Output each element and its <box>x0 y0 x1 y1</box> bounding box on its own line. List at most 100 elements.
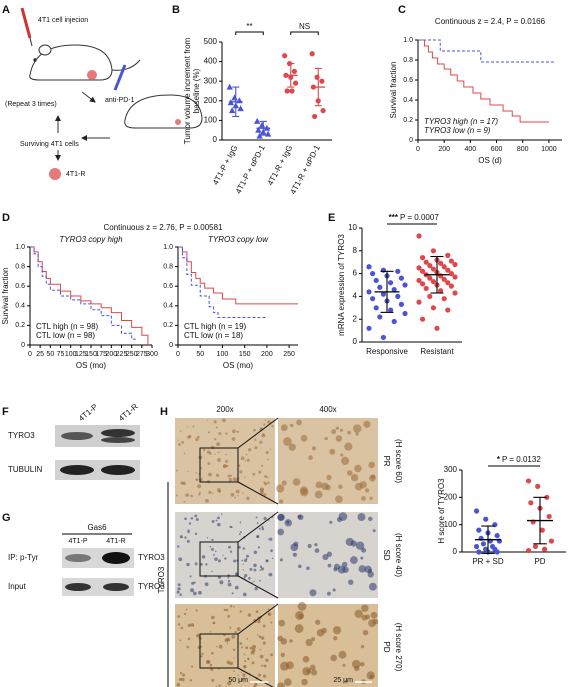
ihc-texture <box>203 448 206 452</box>
ihc-texture <box>226 642 229 645</box>
ihc-texture <box>195 609 198 612</box>
ihc-texture <box>227 576 230 579</box>
ihc-texture <box>329 448 336 455</box>
inset-box <box>199 447 239 483</box>
x-axis-label: OS (mo) <box>223 361 254 370</box>
ihc-texture <box>209 545 212 548</box>
ihc-texture <box>229 550 233 553</box>
ihc-texture <box>224 453 227 456</box>
ihc-texture <box>278 499 284 504</box>
ihc-texture <box>285 661 294 670</box>
ihc-texture <box>253 428 256 432</box>
data-point <box>255 126 262 133</box>
ihc-texture <box>224 459 229 463</box>
blot-band <box>101 429 135 437</box>
ihc-texture <box>230 474 233 477</box>
ihc-texture <box>292 478 301 486</box>
ihc-texture <box>342 663 346 667</box>
data-point <box>416 299 422 305</box>
ihc-texture <box>196 435 200 439</box>
ihc-texture <box>297 514 304 521</box>
ihc-texture <box>219 580 224 585</box>
ihc-texture <box>269 448 272 451</box>
ihc-texture <box>336 516 343 523</box>
blot-band <box>61 432 93 440</box>
ihc-texture <box>190 494 193 498</box>
ihc-texture <box>187 435 191 439</box>
data-point <box>319 78 325 84</box>
ihc-texture <box>254 438 257 441</box>
p-value: P = 0.0007 <box>400 213 439 222</box>
data-point <box>388 280 394 286</box>
panel-a-text: 4T1 cell injecion <box>38 17 88 24</box>
data-point <box>254 117 261 124</box>
legend-entry: CTL high (n = 19) <box>184 322 247 331</box>
x-tick-label: 250 <box>283 351 295 358</box>
ihc-texture <box>215 426 218 429</box>
ihc-texture <box>266 458 269 461</box>
ihc-texture <box>352 424 362 433</box>
blot-label: TYRO3 <box>138 553 165 562</box>
ihc-texture <box>351 659 361 669</box>
ihc-texture <box>231 634 236 639</box>
x-tick-label: Responsive <box>366 347 408 356</box>
ihc-texture <box>194 514 198 518</box>
ihc-texture <box>278 619 286 627</box>
ihc-texture <box>252 644 257 649</box>
data-point <box>388 307 394 313</box>
data-point <box>445 307 451 313</box>
data-point <box>391 318 397 325</box>
data-point <box>548 538 555 544</box>
blot-label: Input <box>8 582 27 591</box>
ihc-texture <box>223 633 226 637</box>
y-tick-label: 0.6 <box>15 283 25 290</box>
ihc-texture <box>191 581 195 585</box>
ihc-texture <box>229 605 233 608</box>
ihc-texture <box>222 464 227 469</box>
ihc-texture <box>211 678 215 682</box>
data-point <box>476 549 482 555</box>
data-point <box>427 275 433 281</box>
data-point <box>438 260 444 266</box>
ihc-texture <box>309 589 317 597</box>
ihc-texture <box>306 566 310 571</box>
ihc-texture <box>271 557 274 560</box>
ihc-texture <box>354 609 363 618</box>
ihc-texture <box>190 588 195 593</box>
ihc-texture <box>193 581 196 584</box>
ihc-texture <box>292 552 297 557</box>
x-tick-label: 0 <box>176 351 180 358</box>
response-label: PD <box>382 641 391 652</box>
ihc-texture <box>197 484 202 489</box>
significance-label: NS <box>299 22 310 31</box>
ihc-texture <box>209 663 213 667</box>
ihc-texture <box>314 548 320 553</box>
inset-line <box>237 417 279 449</box>
ihc-texture <box>232 429 236 434</box>
data-point <box>483 516 489 522</box>
x-tick-label: PD <box>534 557 545 566</box>
ihc-texture <box>307 543 312 549</box>
ihc-texture <box>186 426 189 428</box>
ihc-texture <box>192 425 195 428</box>
ihc-texture <box>249 567 253 571</box>
x-tick-label: 125 <box>75 351 87 358</box>
ihc-texture <box>338 484 343 489</box>
ihc-texture <box>302 655 310 663</box>
ihc-texture <box>256 634 259 636</box>
data-point <box>416 233 422 239</box>
data-point <box>366 325 372 331</box>
data-point <box>370 271 376 277</box>
ihc-texture <box>253 682 258 687</box>
ihc-texture <box>338 650 347 659</box>
ihc-texture <box>245 453 248 456</box>
data-point <box>441 296 447 302</box>
stain-label: TYRO3 <box>157 566 166 593</box>
ihc-texture <box>361 547 367 553</box>
ihc-texture <box>253 568 257 572</box>
ihc-texture <box>248 577 251 580</box>
ihc-texture <box>340 453 344 457</box>
survival-curve <box>178 246 267 319</box>
x-tick-label: 800 <box>517 146 529 153</box>
ihc-texture <box>276 682 285 687</box>
